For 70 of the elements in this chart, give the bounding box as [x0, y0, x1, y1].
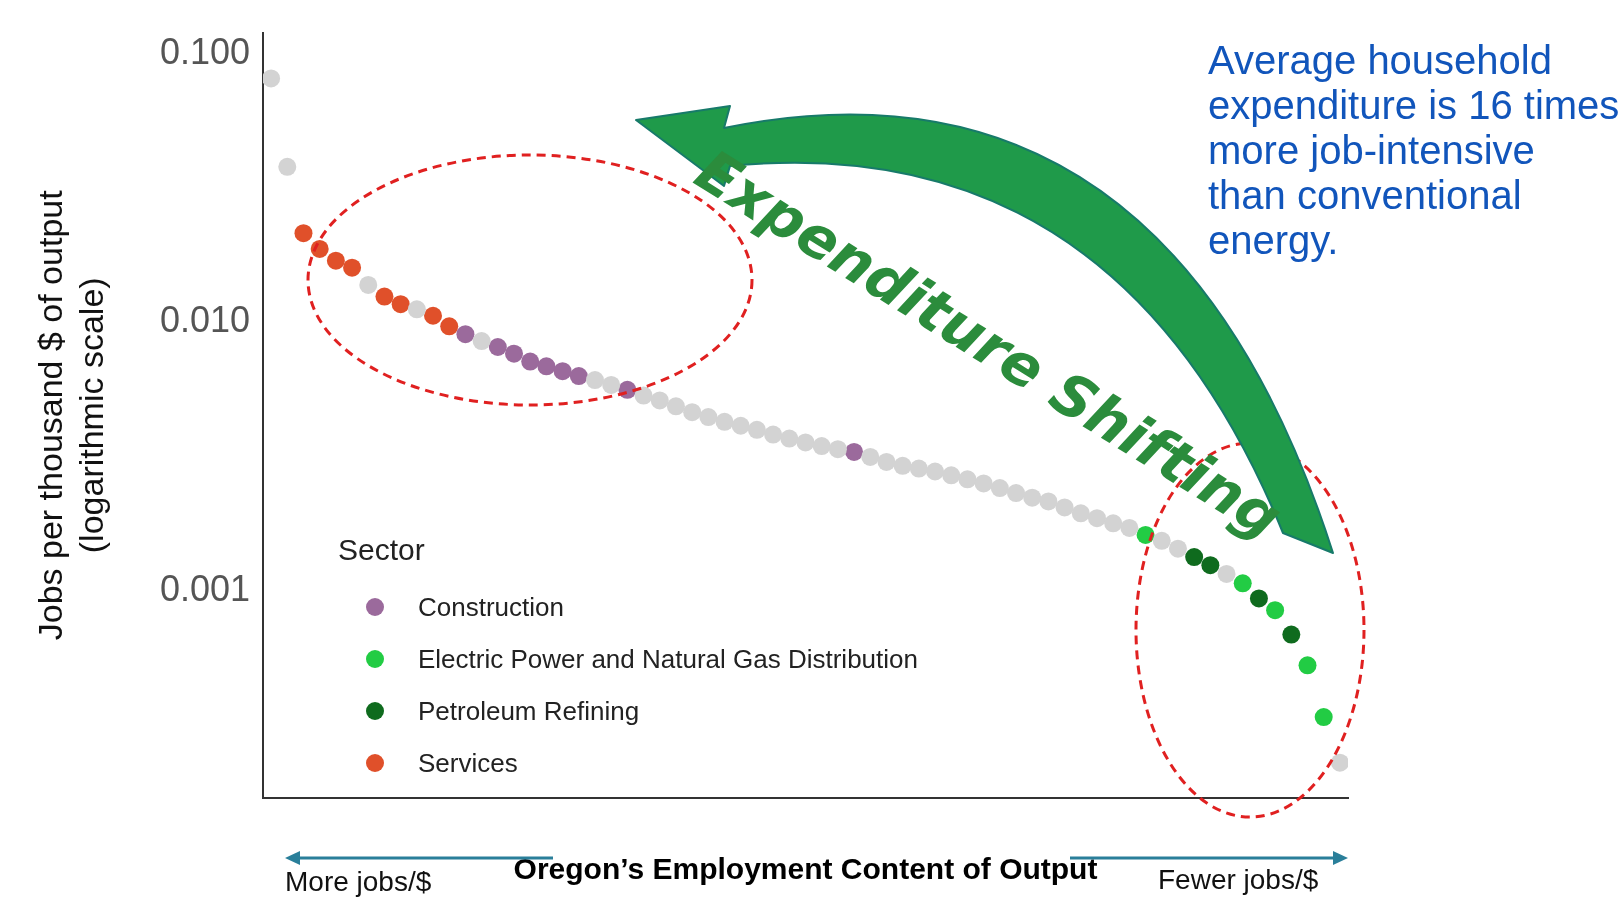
- point: [1330, 753, 1348, 772]
- point: [359, 275, 378, 294]
- annotation: Average household expenditure is 16 times more job-intensive than conventional energy.: [1208, 38, 1618, 263]
- point: [958, 470, 977, 489]
- y-tick-label: 0.001: [159, 568, 250, 610]
- point: [537, 357, 556, 376]
- point: [828, 440, 847, 459]
- point: [456, 325, 475, 344]
- point: [1007, 484, 1026, 503]
- point: [1217, 564, 1236, 583]
- point: [1023, 488, 1042, 507]
- point: [715, 412, 734, 431]
- x-axis-title: Oregon’s Employment Content of Output: [513, 852, 1098, 886]
- legend-label: Services: [418, 747, 518, 779]
- point: [407, 300, 426, 319]
- text: Fewer jobs/$: [1158, 864, 1319, 896]
- point: [683, 403, 702, 422]
- point: [926, 462, 945, 481]
- point: [990, 479, 1009, 498]
- point: [521, 352, 540, 371]
- point: [326, 251, 345, 270]
- point: [845, 442, 864, 461]
- point: [666, 397, 685, 416]
- point: [1314, 708, 1333, 727]
- point: [569, 367, 588, 386]
- point: [1249, 589, 1268, 608]
- text: More jobs/$: [285, 866, 432, 898]
- point: [602, 375, 621, 394]
- point: [877, 452, 896, 471]
- y-tick-label: 0.010: [159, 299, 250, 341]
- point: [1282, 625, 1301, 644]
- point: [780, 429, 799, 448]
- point: [343, 258, 362, 277]
- point: [1168, 539, 1187, 558]
- point: [1233, 574, 1252, 593]
- point: [472, 332, 491, 351]
- point: [1298, 656, 1317, 675]
- legend-title: Sector: [338, 533, 425, 566]
- point: [731, 416, 750, 435]
- point: [424, 306, 443, 325]
- point: [942, 466, 961, 485]
- point: [553, 362, 572, 381]
- point: [747, 420, 766, 439]
- point: [634, 386, 653, 405]
- y-tick-label: 0.100: [159, 30, 250, 72]
- point: [1201, 556, 1220, 575]
- point: [391, 295, 410, 314]
- point: [909, 459, 928, 478]
- point: [650, 391, 669, 410]
- point: [488, 338, 507, 356]
- y-axis-title: Jobs per thousand $ of output (logarithmic scale): [30, 189, 110, 641]
- point: [585, 371, 604, 390]
- point: [375, 287, 394, 306]
- point: [796, 433, 815, 452]
- legend-label: Electric Power and Natural Gas Distribution: [418, 643, 918, 675]
- point: [278, 157, 297, 176]
- point: [893, 456, 912, 475]
- point: [263, 69, 281, 88]
- point: [294, 224, 313, 243]
- point: [440, 317, 459, 336]
- point: [505, 344, 524, 363]
- point: [974, 474, 993, 493]
- point: [861, 447, 880, 466]
- legend-label: Construction: [418, 591, 564, 623]
- point: [1185, 548, 1204, 567]
- point: [699, 408, 718, 427]
- point: [764, 425, 783, 444]
- legend-label: Petroleum Refining: [418, 695, 640, 727]
- point: [1266, 601, 1285, 620]
- point: [812, 437, 831, 456]
